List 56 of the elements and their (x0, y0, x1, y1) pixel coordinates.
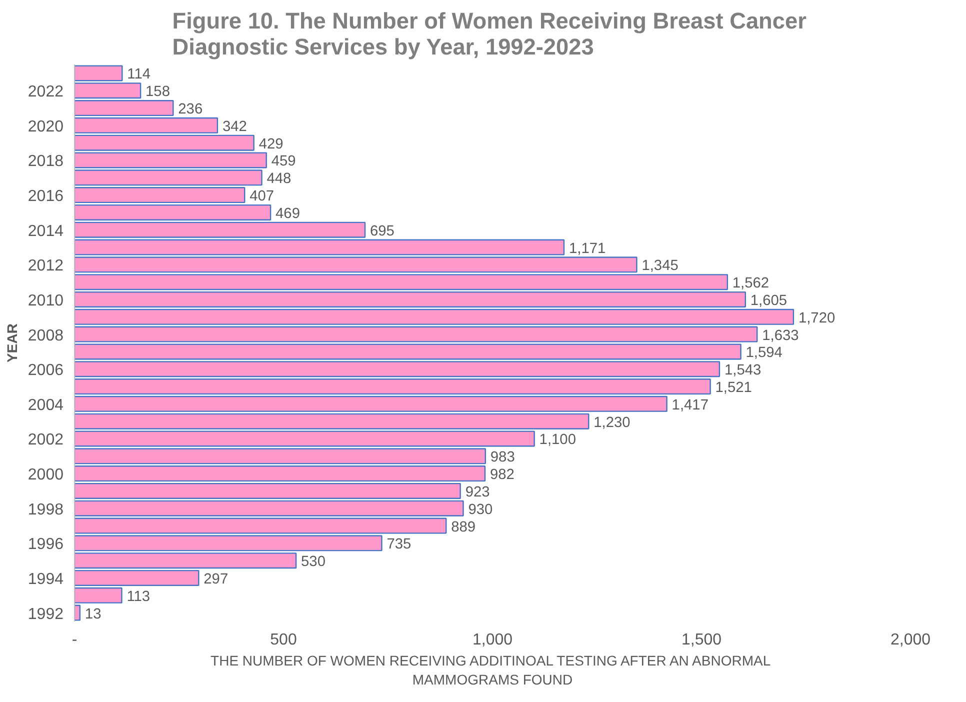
x-tick-label: 2,000 (890, 632, 931, 648)
y-tick-label: 2008 (28, 327, 64, 344)
data-label: 982 (490, 467, 514, 484)
data-label: 236 (178, 102, 203, 118)
data-label: 1,521 (715, 380, 752, 396)
data-label: 407 (250, 188, 274, 205)
data-label: 983 (490, 450, 515, 466)
y-tick-label: 1992 (28, 606, 64, 623)
y-tick-label: 2016 (28, 188, 64, 206)
data-label: 930 (468, 502, 493, 518)
data-label: 158 (146, 84, 170, 100)
x-axis-title: THE NUMBER OF WOMEN RECEIVING ADDITINOAL TESTING AFTER AN ABNORMAL MAMMOGRAMS FOUND (210, 652, 771, 688)
data-label: 13 (84, 606, 102, 622)
data-label: 889 (451, 519, 476, 536)
y-tick-label: 2006 (28, 362, 64, 380)
y-tick-label: 1996 (28, 536, 64, 554)
data-label: 1,562 (732, 276, 770, 292)
data-label: 1,100 (539, 432, 576, 448)
data-label: 530 (301, 554, 326, 570)
y-tick-label: 2022 (28, 84, 64, 101)
y-tick-label: 2018 (28, 153, 64, 170)
data-label: 429 (258, 136, 284, 152)
y-tick-label: 1994 (28, 570, 64, 588)
data-label: 114 (127, 66, 151, 83)
y-axis-title: YEAR (4, 324, 20, 362)
x-tick-label: 1,000 (472, 632, 513, 648)
y-tick-label: 2002 (28, 432, 64, 449)
y-tick-label: 2000 (28, 466, 64, 484)
data-label: 923 (465, 484, 490, 500)
data-label: 1,230 (594, 414, 630, 431)
y-tick-label: 2012 (28, 258, 64, 275)
data-label: 1,605 (750, 292, 788, 309)
data-label: 1,417 (672, 397, 708, 414)
data-label: 695 (370, 223, 394, 240)
y-tick-label: 2020 (28, 118, 64, 136)
data-label: 1,594 (746, 345, 782, 362)
data-label: 1,345 (642, 258, 678, 274)
data-label: 459 (271, 154, 296, 170)
data-label: 297 (204, 571, 228, 588)
data-label: 1,171 (568, 240, 606, 257)
x-tick-label: - (72, 632, 78, 648)
x-tick-label: 1,500 (681, 632, 722, 648)
y-tick-label: 2004 (28, 396, 64, 414)
y-tick-label: 2014 (28, 222, 64, 240)
data-label: 113 (126, 588, 150, 605)
x-tick-label: 500 (270, 632, 297, 648)
y-tick-label: 1998 (28, 501, 64, 518)
y-tick-label: 2010 (28, 292, 64, 310)
data-label: 1,720 (798, 310, 836, 326)
data-label: 735 (386, 536, 412, 553)
chart-title: Figure 10. The Number of Women Receiving Breast Cancer Diagnostic Services by Year, 1992-2023 (172, 8, 807, 60)
data-label: 469 (276, 206, 300, 222)
data-label: 1,633 (762, 328, 799, 344)
data-label: 342 (222, 118, 247, 135)
data-label: 1,543 (724, 362, 762, 379)
data-label: 448 (266, 171, 292, 188)
